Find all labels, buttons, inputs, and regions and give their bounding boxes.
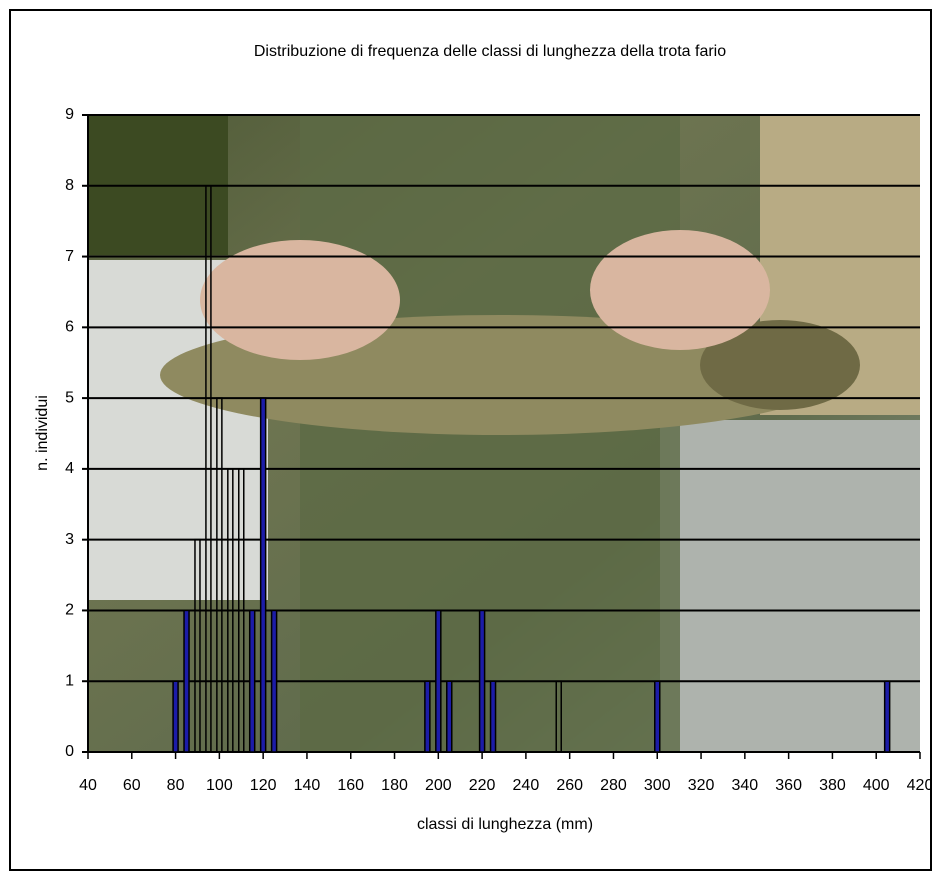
bar xyxy=(446,680,453,753)
bar xyxy=(435,609,442,753)
background-photo xyxy=(88,115,920,752)
x-tick-label: 40 xyxy=(79,777,97,794)
x-tick-label: 120 xyxy=(250,777,277,794)
x-tick-label: 280 xyxy=(600,777,627,794)
bar xyxy=(883,680,891,753)
bar xyxy=(248,609,256,753)
x-tick-label: 160 xyxy=(337,777,364,794)
bar xyxy=(238,468,245,753)
bar xyxy=(259,397,267,753)
x-tick-label: 340 xyxy=(731,777,758,794)
y-tick-label: 0 xyxy=(65,743,74,760)
x-tick-label: 180 xyxy=(381,777,408,794)
bar xyxy=(205,185,212,753)
y-tick-label: 9 xyxy=(65,106,74,123)
x-tick-label: 60 xyxy=(123,777,141,794)
bar xyxy=(270,609,278,753)
y-tick-label: 7 xyxy=(65,248,74,265)
x-tick-label: 360 xyxy=(775,777,802,794)
bar xyxy=(194,538,201,753)
bar xyxy=(424,680,431,753)
bar xyxy=(172,680,179,753)
bar xyxy=(478,609,486,753)
y-axis-label: n. individui xyxy=(34,395,51,471)
x-tick-label: 80 xyxy=(167,777,185,794)
bar xyxy=(555,680,562,753)
x-tick-label: 380 xyxy=(819,777,846,794)
x-axis-label: classi di lunghezza (mm) xyxy=(417,816,593,833)
x-tick-label: 140 xyxy=(294,777,321,794)
y-tick-label: 5 xyxy=(65,389,74,406)
y-tick-label: 2 xyxy=(65,602,74,619)
x-tick-label: 200 xyxy=(425,777,452,794)
x-tick-label: 300 xyxy=(644,777,671,794)
chart-title: Distribuzione di frequenza delle classi … xyxy=(254,43,726,60)
bar xyxy=(216,397,223,753)
x-tick-label: 100 xyxy=(206,777,233,794)
x-tick-label: 220 xyxy=(469,777,496,794)
x-tick-label: 420 xyxy=(907,777,932,794)
x-tick-label: 260 xyxy=(556,777,583,794)
x-tick-label: 320 xyxy=(688,777,715,794)
y-tick-label: 1 xyxy=(65,672,74,689)
bar xyxy=(654,680,661,753)
x-tick-label: 240 xyxy=(513,777,540,794)
bar xyxy=(183,609,190,753)
bar xyxy=(489,680,497,753)
y-tick-label: 6 xyxy=(65,319,74,336)
bar xyxy=(227,468,234,753)
x-tick-label: 400 xyxy=(863,777,890,794)
y-tick-label: 3 xyxy=(65,531,74,548)
y-tick-label: 4 xyxy=(65,460,74,477)
y-tick-label: 8 xyxy=(65,177,74,194)
